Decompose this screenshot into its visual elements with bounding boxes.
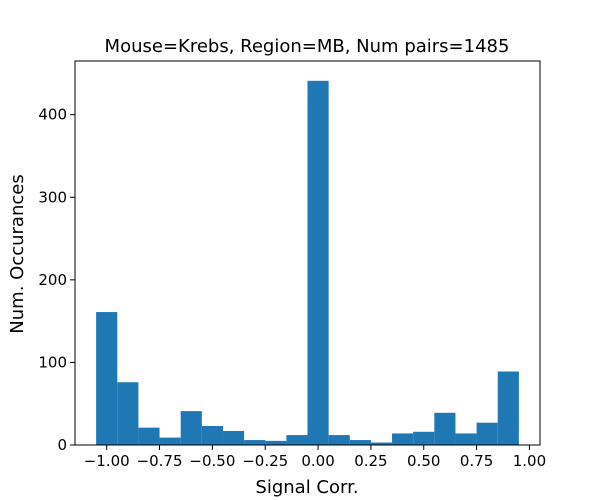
- x-tick-label: 0.25: [354, 452, 387, 470]
- y-axis-label: Num. Occurances: [7, 174, 28, 333]
- histogram-bar: [244, 440, 266, 445]
- y-tick-label: 400: [38, 106, 67, 124]
- x-tick-label: 0.00: [301, 452, 334, 470]
- y-axis-ticks: 0 100 200 300 400: [38, 106, 75, 454]
- histogram-bar: [328, 435, 350, 445]
- x-tick-label: −1.00: [84, 452, 130, 470]
- histogram-bar: [159, 437, 181, 445]
- y-tick-label: 300: [38, 188, 67, 206]
- histogram-bar: [392, 433, 414, 445]
- x-tick-label: −0.75: [137, 452, 183, 470]
- histogram-bar: [413, 431, 435, 445]
- histogram-bar: [370, 442, 393, 445]
- histogram-bar: [497, 371, 519, 445]
- histogram-bar: [265, 440, 287, 445]
- x-tick-label: 0.50: [407, 452, 440, 470]
- x-axis-ticks: −1.00 −0.75 −0.50 −0.25 0.00 0.25 0.50 0.75 1.00: [84, 445, 546, 470]
- histogram-bar: [349, 440, 371, 445]
- y-tick-label: 200: [38, 271, 67, 289]
- histogram-bar: [307, 80, 329, 446]
- y-tick-label: 100: [38, 353, 67, 371]
- plot-frame: [74, 60, 541, 446]
- histogram-bar: [222, 430, 245, 445]
- histogram-bar: [434, 412, 456, 445]
- histogram-bar: [476, 422, 498, 445]
- histogram-bars: [96, 80, 519, 446]
- histogram-bar: [138, 427, 160, 445]
- x-tick-label: −0.50: [189, 452, 235, 470]
- histogram-bar: [455, 433, 477, 445]
- histogram-bar: [286, 435, 308, 445]
- histogram-bar: [201, 426, 223, 445]
- histogram-bar: [96, 312, 118, 445]
- chart-title: Mouse=Krebs, Region=MB, Num pairs=1485: [105, 36, 510, 57]
- y-tick-label: 0: [57, 436, 67, 454]
- x-tick-label: 1.00: [513, 452, 546, 470]
- histogram-bar: [180, 411, 202, 445]
- x-axis-label: Signal Corr.: [255, 477, 358, 498]
- histogram-bar: [117, 382, 139, 445]
- x-tick-label: −0.25: [242, 452, 288, 470]
- x-tick-label: 0.75: [460, 452, 493, 470]
